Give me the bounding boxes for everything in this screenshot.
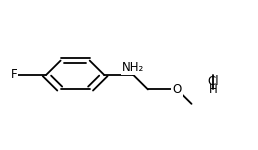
Text: F: F — [11, 69, 17, 81]
Text: H: H — [209, 83, 217, 96]
Text: O: O — [172, 83, 182, 96]
Text: Cl: Cl — [207, 75, 219, 88]
Text: NH₂: NH₂ — [122, 61, 144, 74]
